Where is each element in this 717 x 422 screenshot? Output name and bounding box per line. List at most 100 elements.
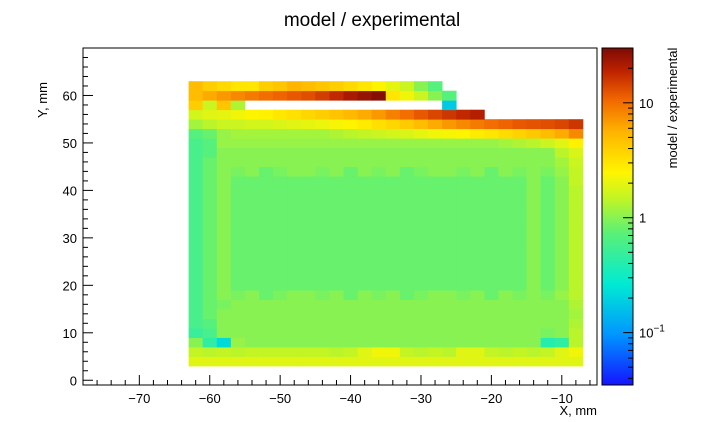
heatmap-cell [442, 261, 457, 272]
heatmap-cell [526, 223, 542, 234]
heatmap-cell [470, 280, 485, 291]
heatmap-cell [329, 195, 344, 206]
heatmap-cell [343, 166, 359, 177]
heatmap-cell [343, 119, 359, 130]
heatmap-cell [259, 309, 274, 319]
heatmap-cell [315, 299, 330, 310]
heatmap-cell [512, 347, 527, 357]
heatmap-cell [399, 128, 415, 139]
heatmap-cell [287, 147, 302, 158]
heatmap-cell [371, 176, 387, 187]
heatmap-cell [357, 214, 373, 225]
heatmap-cell [287, 166, 302, 177]
heatmap-cell [202, 90, 218, 101]
heatmap-cell [244, 157, 260, 168]
heatmap-cell [315, 233, 330, 244]
heatmap-cell [540, 337, 556, 348]
heatmap-cell [301, 223, 316, 234]
heatmap-cell [442, 290, 457, 300]
heatmap-cell [526, 252, 542, 262]
heatmap-cell [371, 261, 387, 272]
heatmap-cell [540, 166, 556, 177]
heatmap-cell [554, 309, 570, 319]
heatmap-cell [540, 223, 556, 234]
heatmap-cell [329, 128, 344, 139]
heatmap-cell [554, 280, 570, 291]
heatmap-cell [456, 347, 471, 357]
heatmap-cell [371, 90, 387, 101]
heatmap-cell [526, 147, 542, 158]
heatmap-cell [343, 185, 359, 196]
heatmap-cell [413, 299, 429, 310]
heatmap-cell [273, 299, 288, 310]
heatmap-cell [357, 109, 373, 120]
heatmap-cell [357, 81, 373, 92]
heatmap-cell [484, 309, 499, 319]
heatmap-cell [512, 166, 527, 177]
heatmap-cell [188, 166, 204, 177]
heatmap-cell [371, 309, 387, 319]
heatmap-cell [371, 233, 387, 244]
heatmap-cell [428, 195, 443, 206]
heatmap-cell [399, 90, 415, 101]
heatmap-cell [498, 128, 513, 139]
heatmap-cell [456, 176, 471, 187]
heatmap-cell [540, 261, 556, 272]
colorbar-tick-label: 1 [639, 211, 646, 226]
heatmap-cell [315, 337, 330, 348]
heatmap-cell [428, 90, 443, 101]
heatmap-cell [399, 157, 415, 168]
heatmap-cell [554, 185, 570, 196]
y-tick-label: 50 [63, 136, 77, 151]
heatmap-cell [315, 185, 330, 196]
heatmap-cell [526, 157, 542, 168]
heatmap-cell [301, 252, 316, 262]
colorbar-title: model / experimental [665, 48, 680, 169]
heatmap-cell [287, 176, 302, 187]
heatmap-cell [259, 81, 274, 92]
heatmap-cell [512, 214, 527, 225]
heatmap-cell [399, 252, 415, 262]
heatmap-cell [273, 204, 288, 215]
heatmap-cell [329, 109, 344, 120]
heatmap-cell [470, 109, 485, 120]
heatmap-cell [216, 252, 232, 262]
heatmap-cell [385, 318, 401, 329]
heatmap-cell [568, 119, 584, 130]
heatmap-cells [188, 81, 584, 367]
heatmap-cell [512, 185, 527, 196]
heatmap-cell [371, 280, 387, 291]
heatmap-cell [287, 128, 302, 139]
heatmap-cell [554, 157, 570, 168]
heatmap-cell [413, 214, 429, 225]
heatmap-cell [498, 233, 513, 244]
heatmap-cell [413, 147, 429, 158]
heatmap-cell [442, 233, 457, 244]
heatmap-cell [428, 347, 443, 357]
heatmap-cell [413, 309, 429, 319]
heatmap-cell [385, 214, 401, 225]
heatmap-cell [554, 138, 570, 149]
heatmap-cell [385, 109, 401, 120]
heatmap-cell [315, 252, 330, 262]
heatmap-cell [399, 309, 415, 319]
heatmap-cell [428, 299, 443, 310]
heatmap-cell [230, 119, 246, 130]
heatmap-cell [413, 347, 429, 357]
heatmap-cell [371, 195, 387, 206]
heatmap-cell [385, 166, 401, 177]
heatmap-cell [484, 195, 499, 206]
heatmap-cell [329, 271, 344, 281]
heatmap-cell [259, 223, 274, 234]
heatmap-cell [484, 318, 499, 329]
heatmap-cell [413, 90, 429, 101]
heatmap-cell [470, 204, 485, 215]
heatmap-cell [512, 233, 527, 244]
heatmap-cell [442, 252, 457, 262]
heatmap-cell [357, 290, 373, 300]
heatmap-cell [273, 109, 288, 120]
heatmap-cell [230, 147, 246, 158]
heatmap-cell [413, 128, 429, 139]
colorbar-tick-label: 10 [639, 96, 653, 111]
